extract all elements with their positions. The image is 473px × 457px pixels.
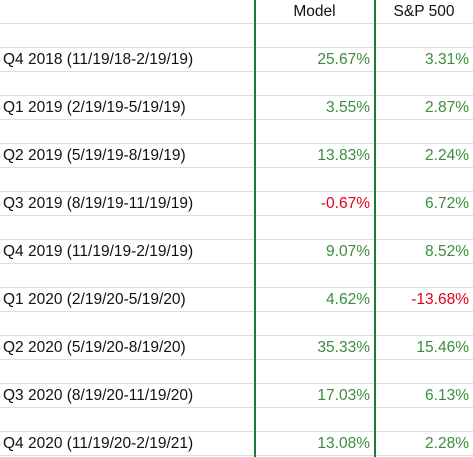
- quarter-label-cell[interactable]: Q3 2020 (8/19/20-11/19/20): [0, 384, 255, 408]
- sp500-return-cell[interactable]: 6.72%: [425, 195, 469, 212]
- empty-row: [0, 120, 473, 144]
- empty-cell[interactable]: [0, 120, 255, 144]
- sp500-return-cell[interactable]: 3.31%: [425, 51, 469, 68]
- table-row: Q3 2019 (8/19/19-11/19/19) -0.67% 6.72%: [0, 192, 473, 216]
- empty-cell[interactable]: [375, 72, 473, 96]
- sp500-return-cell[interactable]: 2.87%: [425, 99, 469, 116]
- quarter-label-cell[interactable]: Q2 2020 (5/19/20-8/19/20): [0, 336, 255, 360]
- empty-cell[interactable]: [0, 216, 255, 240]
- empty-cell[interactable]: [0, 168, 255, 192]
- table-row: Q2 2019 (5/19/19-8/19/19) 13.83% 2.24%: [0, 144, 473, 168]
- model-return-cell[interactable]: 3.55%: [255, 96, 375, 120]
- model-return-cell[interactable]: 4.62%: [255, 288, 375, 312]
- header-cell-sp500[interactable]: S&P 500: [393, 3, 455, 20]
- empty-cell[interactable]: [0, 408, 255, 432]
- quarter-label-cell[interactable]: Q4 2018 (11/19/18-2/19/19): [0, 48, 255, 72]
- header-cell-model[interactable]: Model: [255, 0, 375, 24]
- model-return-cell[interactable]: 13.08%: [255, 432, 375, 456]
- quarter-label-cell[interactable]: Q4 2020 (11/19/20-2/19/21): [0, 432, 255, 456]
- empty-cell[interactable]: [375, 168, 473, 192]
- empty-cell[interactable]: [255, 120, 375, 144]
- model-return-cell[interactable]: -0.67%: [255, 192, 375, 216]
- empty-cell[interactable]: [255, 216, 375, 240]
- sp500-return-cell[interactable]: -13.68%: [411, 291, 469, 308]
- model-return-cell[interactable]: 13.83%: [255, 144, 375, 168]
- column-separator-line: [374, 0, 376, 457]
- empty-cell[interactable]: [0, 24, 255, 48]
- header-cell-label[interactable]: [0, 0, 255, 24]
- empty-row: [0, 312, 473, 336]
- empty-cell[interactable]: [0, 264, 255, 288]
- model-return-cell[interactable]: 35.33%: [255, 336, 375, 360]
- table-row: Q2 2020 (5/19/20-8/19/20) 35.33% 15.46%: [0, 336, 473, 360]
- sp500-return-cell[interactable]: 15.46%: [416, 339, 469, 356]
- empty-cell[interactable]: [255, 72, 375, 96]
- empty-cell[interactable]: [255, 312, 375, 336]
- empty-cell[interactable]: [255, 360, 375, 384]
- quarter-label-cell[interactable]: Q3 2019 (8/19/19-11/19/19): [0, 192, 255, 216]
- quarter-label-cell[interactable]: Q1 2020 (2/19/20-5/19/20): [0, 288, 255, 312]
- empty-cell[interactable]: [375, 264, 473, 288]
- empty-cell[interactable]: [375, 360, 473, 384]
- empty-row: [0, 264, 473, 288]
- empty-cell[interactable]: [255, 264, 375, 288]
- table-row: Q1 2019 (2/19/19-5/19/19) 3.55% 2.87%: [0, 96, 473, 120]
- header-row: Model S&P 500: [0, 0, 473, 24]
- model-return-cell[interactable]: 25.67%: [255, 48, 375, 72]
- empty-cell[interactable]: [255, 24, 375, 48]
- sp500-return-cell[interactable]: 2.24%: [425, 147, 469, 164]
- sp500-return-cell[interactable]: 2.28%: [425, 435, 469, 452]
- empty-cell[interactable]: [375, 120, 473, 144]
- quarter-label-cell[interactable]: Q1 2019 (2/19/19-5/19/19): [0, 96, 255, 120]
- table-row: Q4 2019 (11/19/19-2/19/19) 9.07% 8.52%: [0, 240, 473, 264]
- empty-cell[interactable]: [375, 312, 473, 336]
- empty-row: [0, 168, 473, 192]
- empty-cell[interactable]: [375, 24, 473, 48]
- empty-cell[interactable]: [0, 360, 255, 384]
- quarter-label-cell[interactable]: Q4 2019 (11/19/19-2/19/19): [0, 240, 255, 264]
- table-row: Q3 2020 (8/19/20-11/19/20) 17.03% 6.13%: [0, 384, 473, 408]
- empty-cell[interactable]: [255, 408, 375, 432]
- sp500-return-cell[interactable]: 8.52%: [425, 243, 469, 260]
- sp500-return-cell[interactable]: 6.13%: [425, 387, 469, 404]
- empty-cell[interactable]: [0, 312, 255, 336]
- empty-row: [0, 360, 473, 384]
- empty-row: [0, 24, 473, 48]
- empty-row: [0, 72, 473, 96]
- empty-cell[interactable]: [255, 168, 375, 192]
- model-return-cell[interactable]: 17.03%: [255, 384, 375, 408]
- table-row: Q4 2018 (11/19/18-2/19/19) 25.67% 3.31%: [0, 48, 473, 72]
- empty-cell[interactable]: [375, 408, 473, 432]
- quarter-label-cell[interactable]: Q2 2019 (5/19/19-8/19/19): [0, 144, 255, 168]
- empty-cell[interactable]: [0, 72, 255, 96]
- empty-row: [0, 408, 473, 432]
- table-row: Q1 2020 (2/19/20-5/19/20) 4.62% -13.68%: [0, 288, 473, 312]
- empty-cell[interactable]: [375, 216, 473, 240]
- empty-row: [0, 216, 473, 240]
- table-row: Q4 2020 (11/19/20-2/19/21) 13.08% 2.28%: [0, 432, 473, 456]
- column-separator-line: [254, 0, 256, 457]
- model-return-cell[interactable]: 9.07%: [255, 240, 375, 264]
